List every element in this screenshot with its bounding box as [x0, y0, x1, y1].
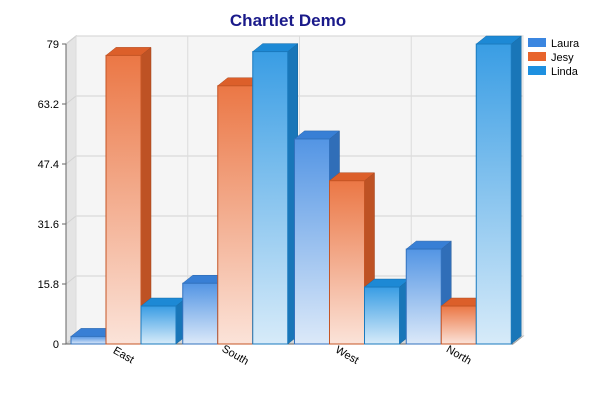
bar-jesy-east	[105, 46, 152, 345]
legend: Laura Jesy Linda	[528, 38, 580, 78]
y-tick-label: 15.8	[38, 279, 59, 291]
chart-title: Chartlet Demo	[230, 11, 346, 30]
x-tick-label: West	[333, 344, 361, 367]
bar-linda-south	[252, 43, 299, 345]
bar-linda-east	[140, 297, 187, 345]
legend-swatch	[528, 66, 546, 75]
legend-label: Laura	[551, 38, 580, 50]
legend-swatch	[528, 38, 546, 47]
y-tick-label: 63.2	[38, 99, 59, 111]
bar-linda-west	[363, 278, 411, 345]
x-tick-label: North	[444, 343, 473, 367]
x-tick-label: East	[111, 345, 136, 366]
x-tick-label: South	[220, 343, 251, 368]
x-axis-ticks: East South West North	[111, 343, 473, 368]
legend-label: Linda	[551, 66, 579, 78]
legend-swatch	[528, 52, 546, 61]
legend-label: Jesy	[551, 52, 574, 64]
y-tick-label: 31.6	[38, 219, 59, 231]
y-tick-label: 0	[53, 339, 59, 351]
y-axis-ticks: 0 15.8 31.6 47.4 63.2 79	[38, 39, 66, 351]
bars	[70, 35, 522, 345]
y-tick-label: 79	[47, 39, 59, 51]
y-tick-label: 47.4	[38, 159, 59, 171]
bar-linda-north	[475, 35, 522, 345]
